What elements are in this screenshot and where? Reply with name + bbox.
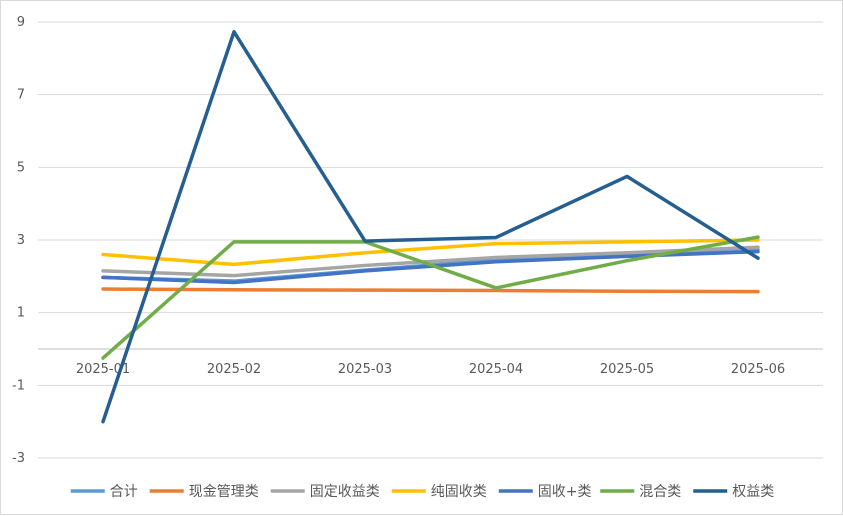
series-line bbox=[101, 245, 760, 278]
y-tick-label: 1 bbox=[17, 306, 25, 321]
legend-label: 现金管理类 bbox=[189, 484, 259, 500]
x-tick-label: 2025-03 bbox=[338, 362, 392, 377]
legend-label: 权益类 bbox=[732, 484, 774, 500]
x-tick-label: 2025-04 bbox=[469, 362, 523, 377]
series-line bbox=[101, 235, 760, 360]
legend-label: 合计 bbox=[110, 484, 138, 500]
y-tick-label: -1 bbox=[12, 378, 25, 393]
legend-label: 固收+类 bbox=[538, 484, 592, 500]
y-tick-label: 5 bbox=[17, 160, 25, 175]
x-tick-label: 2025-06 bbox=[731, 362, 785, 377]
x-tick-label: 2025-05 bbox=[600, 362, 654, 377]
legend-label: 混合类 bbox=[639, 484, 681, 500]
legend-label: 固定收益类 bbox=[310, 484, 380, 500]
y-tick-label: 7 bbox=[17, 88, 25, 103]
legend-label: 纯固收类 bbox=[431, 484, 487, 500]
y-tick-label: 3 bbox=[17, 233, 25, 248]
series-line bbox=[101, 287, 760, 294]
x-tick-label: 2025-02 bbox=[207, 362, 261, 377]
y-tick-label: -3 bbox=[12, 451, 25, 466]
x-tick-label: 2025-01 bbox=[76, 362, 130, 377]
y-tick-label: 9 bbox=[17, 15, 25, 30]
series-line bbox=[101, 30, 760, 424]
